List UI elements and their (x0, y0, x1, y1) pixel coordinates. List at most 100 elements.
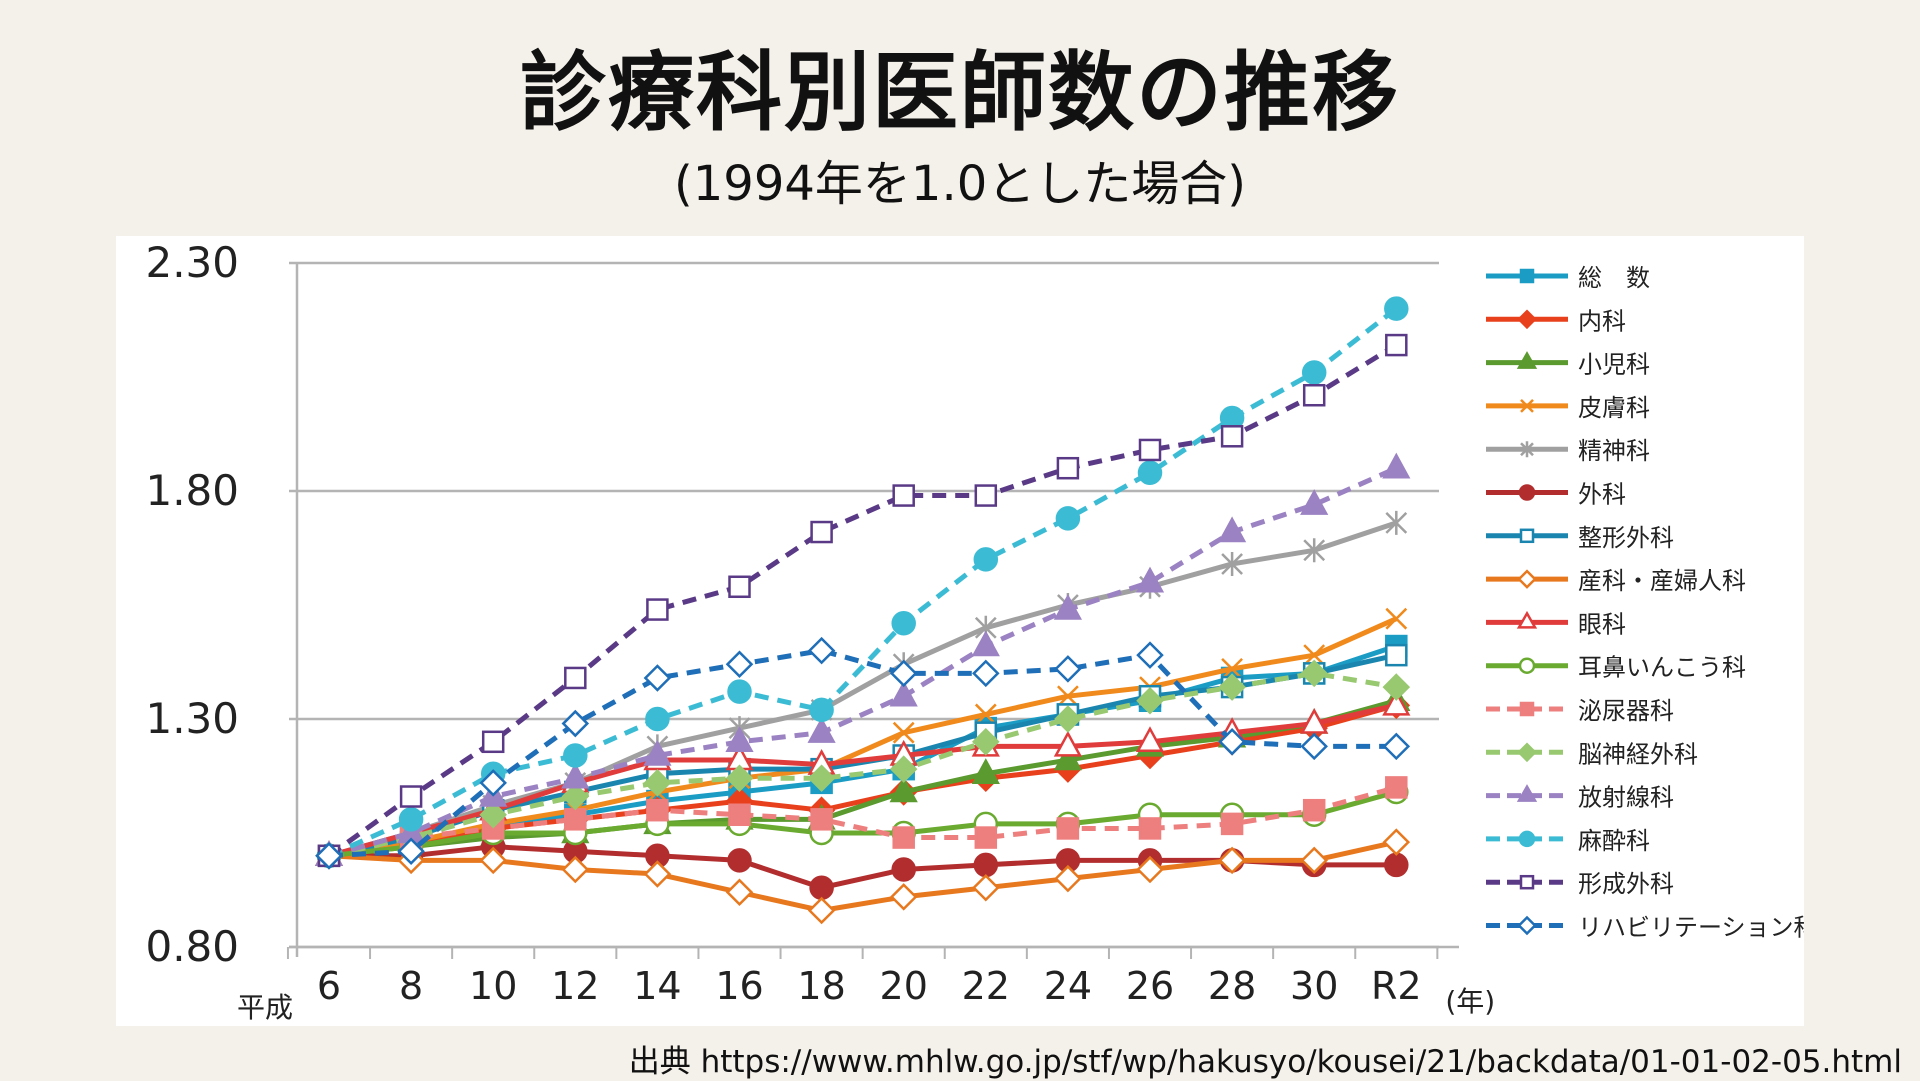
data-point (807, 636, 836, 665)
x-tick-label: 6 (317, 964, 341, 1008)
data-point (1218, 673, 1246, 701)
legend-item: 総 数 (1486, 264, 1650, 292)
legend-item: 精神科 (1486, 437, 1650, 465)
data-point (643, 664, 672, 692)
data-point (727, 848, 752, 873)
data-point (1385, 607, 1408, 630)
data-point (1517, 569, 1537, 589)
data-point (892, 721, 915, 744)
data-point (1382, 828, 1411, 856)
x-axis-label: (年) (1445, 985, 1495, 1018)
axes: 2.30 1.80 1.30 0.80 6 8 10 12 14 16 18 20 22 24 26 28 30… (145, 238, 1495, 1024)
data-point (564, 666, 587, 690)
data-point (1302, 383, 1326, 407)
data-point (1221, 657, 1243, 680)
data-point (1136, 641, 1164, 669)
data-point (1518, 657, 1536, 674)
data-point (1518, 484, 1536, 501)
data-point (1519, 528, 1535, 544)
data-point (1135, 726, 1165, 753)
legend-label: 産科・産婦人科 (1578, 567, 1746, 595)
series-line (328, 784, 1397, 859)
gridlines (289, 261, 1439, 949)
data-point (807, 896, 836, 925)
x-tick-label: 28 (1208, 964, 1256, 1008)
data-point (1382, 673, 1411, 701)
x-tick-label: 18 (797, 964, 845, 1008)
legend-label: 整形外科 (1578, 524, 1674, 552)
data-point (1300, 489, 1329, 515)
legend-item: 内科 (1486, 307, 1626, 335)
series-line (328, 702, 1397, 859)
x-tick-label: 16 (715, 964, 763, 1008)
legend-label: 脳神経外科 (1578, 740, 1698, 768)
series-line (328, 616, 1398, 859)
x-tick-label: 20 (880, 964, 928, 1008)
x-tick-label: R2 (1371, 964, 1422, 1008)
legend-label: 耳鼻いんこう科 (1578, 654, 1746, 682)
data-point (889, 755, 918, 783)
chart-panel: 2.30 1.80 1.30 0.80 6 8 10 12 14 16 18 20 22 24 26 28 30… (116, 236, 1804, 1026)
data-point (1218, 728, 1246, 756)
data-point (1218, 846, 1246, 875)
legend-item: 麻酔科 (1486, 827, 1650, 855)
page-subtitle: (1994年を1.0とした場合) (674, 156, 1246, 212)
data-point (972, 873, 1000, 902)
data-point (1136, 855, 1164, 884)
data-point (1301, 360, 1327, 385)
legend-item: 皮膚科 (1486, 394, 1650, 422)
data-point (974, 484, 998, 507)
data-point (397, 837, 425, 866)
y-tick-label: 0.80 (145, 922, 239, 971)
data-point (1385, 333, 1408, 357)
data-point (728, 575, 751, 599)
legend-label: 形成外科 (1578, 870, 1674, 898)
data-point (1054, 705, 1082, 733)
data-point (1220, 812, 1244, 836)
data-point (1056, 817, 1080, 840)
data-point (481, 730, 505, 754)
data-point (563, 743, 588, 768)
legend-item: 脳神経外科 (1486, 740, 1698, 768)
series-line (328, 670, 1397, 859)
data-point (1302, 798, 1326, 822)
data-point (1138, 817, 1162, 840)
data-point (889, 883, 918, 911)
data-point (561, 709, 590, 738)
data-point (973, 547, 999, 572)
x-tick-label: 10 (469, 964, 517, 1008)
y-tick-label: 1.30 (145, 694, 239, 743)
data-point (1220, 425, 1244, 448)
page-title: 診療科別医師数の推移 (520, 43, 1400, 143)
x-tick-label: 14 (633, 964, 681, 1008)
data-point (561, 855, 590, 884)
legend-item: リハビリテーション科 (1486, 914, 1804, 942)
legend-label: 皮膚科 (1578, 394, 1650, 422)
series-line (328, 465, 1398, 859)
data-point (809, 875, 834, 900)
legend: 総 数内科小児科皮膚科精神科外科整形外科産科・産婦人科眼科耳鼻いんこう科泌尿器科… (1486, 264, 1804, 942)
data-point (1384, 852, 1409, 878)
data-point (1053, 744, 1083, 771)
data-point (810, 520, 833, 544)
data-point (645, 706, 670, 732)
data-point (1135, 566, 1165, 593)
legend-item: 眼科 (1486, 610, 1626, 638)
data-point (1385, 643, 1408, 667)
data-point (725, 878, 754, 907)
series-lines (314, 296, 1411, 925)
legend-item: 形成外科 (1486, 870, 1674, 898)
data-point (1300, 707, 1329, 734)
series-14 (317, 333, 1408, 868)
data-point (1385, 776, 1408, 799)
data-point (1300, 846, 1328, 875)
legend-label: 眼科 (1578, 610, 1626, 638)
data-point (1382, 689, 1411, 716)
data-point (1382, 452, 1411, 479)
legend-item: 整形外科 (1486, 524, 1674, 552)
data-point (1303, 644, 1326, 667)
data-point (315, 842, 343, 870)
data-point (1519, 874, 1535, 890)
data-point (1518, 830, 1536, 848)
data-point (1303, 538, 1326, 563)
